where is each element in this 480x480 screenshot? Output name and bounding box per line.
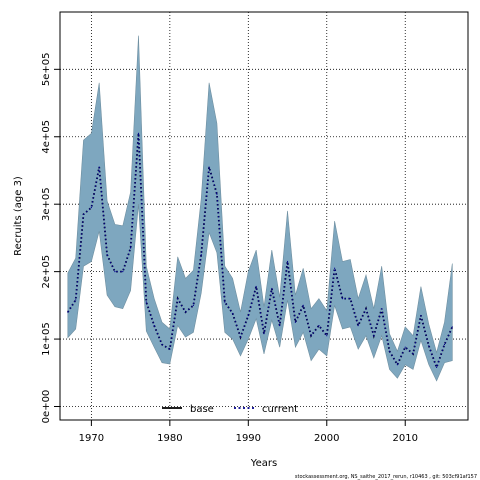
data-point bbox=[208, 166, 210, 168]
series-lines bbox=[67, 133, 454, 371]
data-point bbox=[334, 267, 336, 269]
x-tick-label: 2000 bbox=[314, 433, 339, 444]
y-axis-title: Recruits (age 3) bbox=[13, 176, 24, 256]
legend-base-label: base bbox=[190, 404, 214, 415]
data-point bbox=[90, 206, 92, 209]
y-tick-label: 4e+05 bbox=[41, 120, 52, 154]
data-point bbox=[184, 311, 187, 313]
data-point bbox=[114, 271, 116, 273]
data-point bbox=[404, 346, 406, 348]
data-point bbox=[145, 301, 147, 303]
legend: base current bbox=[162, 404, 298, 415]
data-point bbox=[357, 324, 359, 327]
data-point bbox=[255, 285, 257, 288]
data-point bbox=[365, 308, 367, 310]
data-point bbox=[420, 314, 422, 317]
data-point bbox=[153, 324, 155, 327]
data-point bbox=[137, 132, 140, 134]
y-axis-ticks: 0e+00 1e+05 2e+05 3e+05 4e+05 5e+05 bbox=[41, 53, 60, 424]
data-point bbox=[232, 312, 234, 315]
data-point bbox=[98, 166, 100, 168]
data-point bbox=[326, 335, 328, 337]
data-point bbox=[428, 345, 430, 347]
legend-current-label: current bbox=[262, 404, 298, 415]
x-tick-label: 1990 bbox=[236, 433, 261, 444]
data-point bbox=[177, 298, 179, 300]
y-tick-label: 0e+00 bbox=[41, 390, 52, 424]
data-point bbox=[82, 213, 85, 215]
data-point bbox=[412, 353, 414, 355]
data-point bbox=[436, 366, 438, 368]
x-tick-label: 1970 bbox=[79, 433, 104, 444]
data-point bbox=[161, 343, 163, 346]
data-point bbox=[341, 298, 344, 300]
x-tick-label: 2010 bbox=[393, 433, 418, 444]
data-point bbox=[310, 335, 312, 337]
data-point bbox=[239, 336, 242, 338]
data-point bbox=[169, 348, 171, 350]
data-point bbox=[443, 343, 446, 346]
data-point bbox=[388, 350, 391, 352]
data-point bbox=[216, 193, 218, 195]
data-point bbox=[224, 301, 226, 303]
plot-frame bbox=[59, 11, 469, 421]
data-point bbox=[271, 287, 273, 290]
data-point bbox=[263, 333, 265, 335]
data-point bbox=[279, 324, 281, 327]
series-points bbox=[67, 132, 453, 368]
data-point bbox=[200, 254, 202, 256]
data-point bbox=[302, 304, 304, 306]
data-point bbox=[75, 299, 77, 301]
data-point bbox=[396, 364, 398, 366]
y-tick-label: 1e+05 bbox=[41, 322, 52, 356]
data-point bbox=[286, 260, 289, 263]
x-tick-label: 1980 bbox=[157, 433, 182, 444]
data-point bbox=[294, 321, 296, 323]
footer-text: stockassessment.org, NS_saithe_2017_reru… bbox=[295, 474, 477, 480]
data-point bbox=[130, 247, 132, 249]
data-point bbox=[106, 254, 108, 256]
data-point bbox=[349, 298, 351, 300]
x-axis-ticks: 1970 1980 1990 2000 2010 bbox=[79, 420, 418, 444]
y-tick-label: 3e+05 bbox=[41, 187, 52, 221]
x-axis-title: Years bbox=[250, 458, 277, 469]
data-point bbox=[247, 314, 249, 317]
data-point bbox=[381, 308, 383, 310]
confidence-band bbox=[67, 35, 453, 382]
current-series-line bbox=[67, 133, 453, 370]
data-point bbox=[192, 304, 194, 306]
data-point bbox=[318, 324, 320, 327]
data-point bbox=[122, 271, 124, 273]
confidence-band-area bbox=[67, 35, 453, 382]
y-tick-label: 5e+05 bbox=[41, 53, 52, 87]
y-tick-label: 2e+05 bbox=[41, 255, 52, 289]
data-point bbox=[67, 311, 69, 313]
data-point bbox=[373, 335, 375, 337]
data-point bbox=[451, 326, 453, 328]
